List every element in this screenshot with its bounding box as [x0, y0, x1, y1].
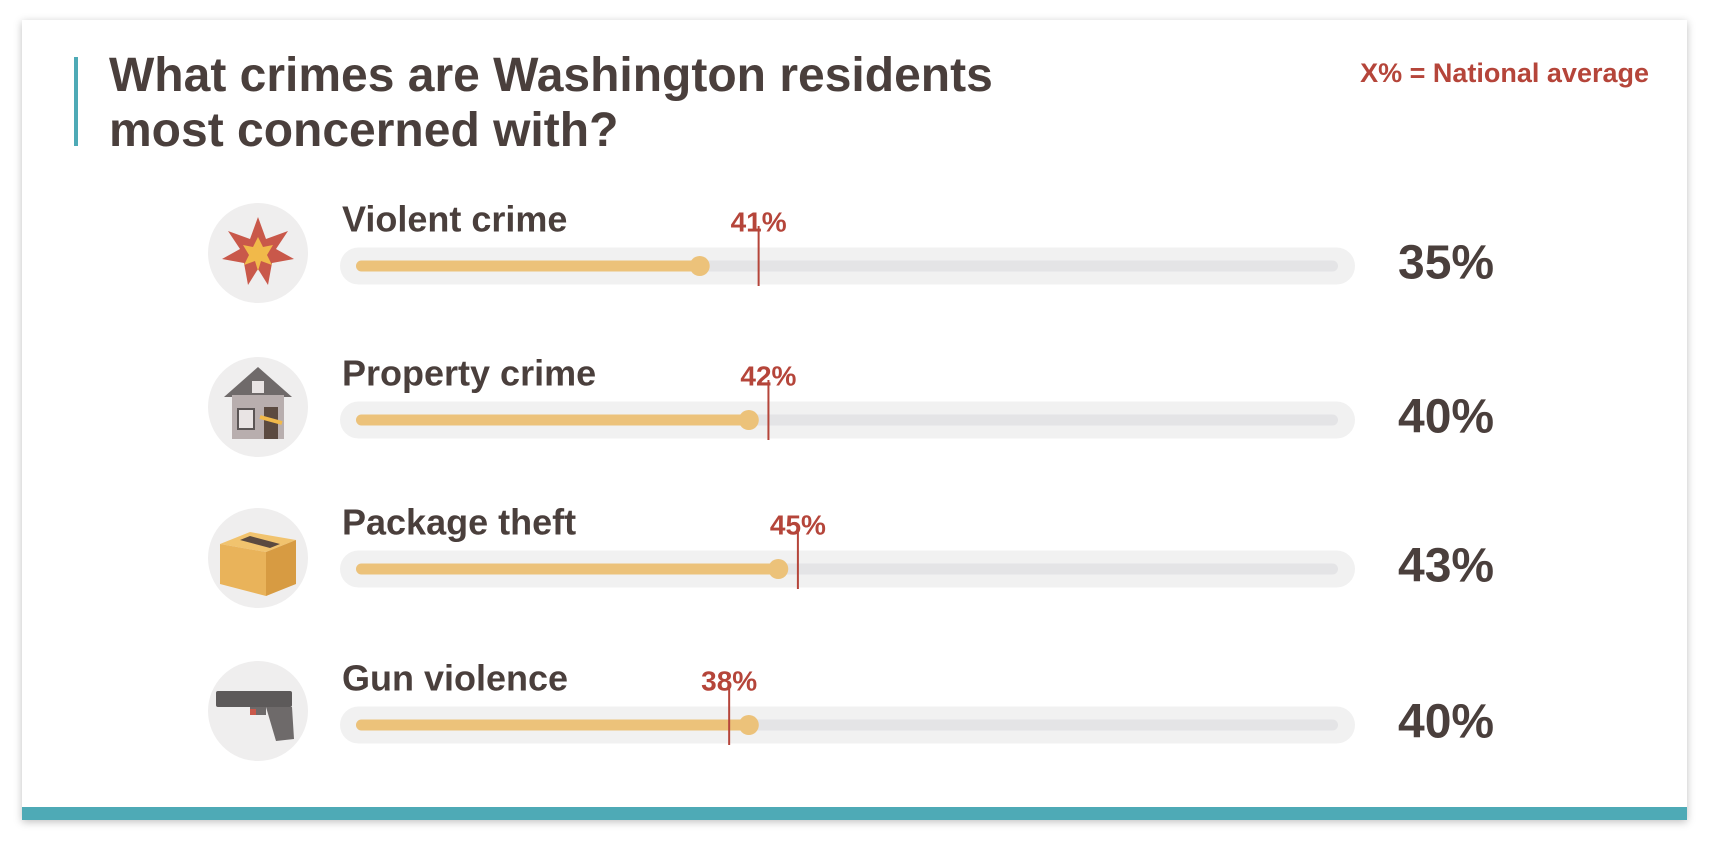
national-average-label: 42%: [740, 360, 796, 391]
bar: [356, 260, 700, 272]
bar-end: [768, 559, 789, 579]
bar: [356, 414, 749, 426]
bar-end: [689, 256, 710, 276]
bar: [356, 563, 779, 575]
category-label: Gun violence: [342, 658, 568, 699]
icon-package: [208, 508, 308, 608]
category-label: Property crime: [342, 353, 596, 394]
national-average-label: 45%: [770, 509, 826, 540]
bar: [356, 719, 749, 731]
national-average-label: 41%: [731, 206, 787, 237]
value-label: 35%: [1398, 237, 1494, 290]
legend: X% = National average: [1360, 58, 1649, 88]
chart-title: What crimes are Washington residents mos…: [109, 49, 993, 157]
value-label: 43%: [1398, 540, 1494, 593]
bar-end: [738, 715, 759, 735]
title-accent: [74, 57, 78, 146]
value-label: 40%: [1398, 391, 1494, 444]
value-label: 40%: [1398, 696, 1494, 749]
icon-house: [208, 357, 308, 457]
national-average-label: 38%: [701, 665, 757, 696]
bottom-stripe: [22, 807, 1687, 820]
icons: [208, 203, 308, 761]
icon-gun: [208, 661, 308, 761]
icon-explosion: [208, 203, 308, 303]
bar-end: [738, 410, 759, 430]
category-label: Package theft: [342, 502, 576, 543]
category-label: Violent crime: [342, 199, 567, 240]
